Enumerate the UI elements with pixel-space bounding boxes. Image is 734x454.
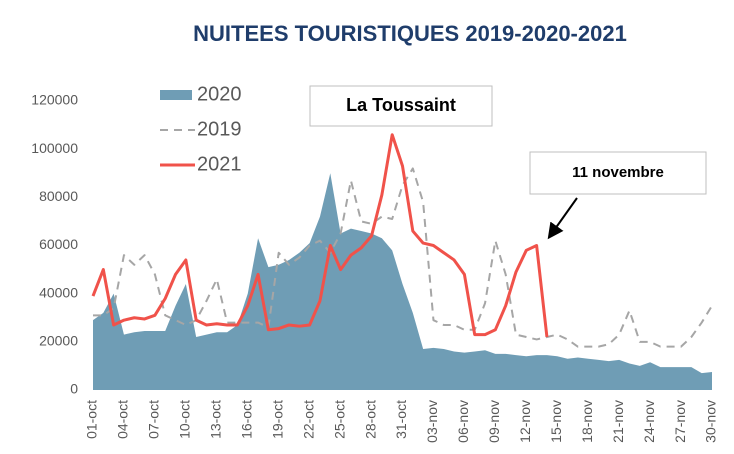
x-tick-label: 06-nov <box>455 400 471 443</box>
annotation: 11 novembre <box>572 164 664 181</box>
annotation-box <box>309 85 493 127</box>
legend-label: 2020 <box>197 83 242 105</box>
y-tick-label: 80000 <box>39 188 78 204</box>
x-tick-label: 31-oct <box>393 400 409 439</box>
x-tick-label: 18-nov <box>579 400 595 443</box>
y-tick-label: 40000 <box>39 284 78 300</box>
x-tick-label: 24-nov <box>641 400 657 443</box>
x-tick-label: 22-oct <box>300 400 316 439</box>
x-tick-label: 16-oct <box>238 400 254 439</box>
x-tick-label: 07-oct <box>146 400 162 439</box>
x-tick-label: 25-oct <box>331 400 347 439</box>
x-tick-label: 21-nov <box>610 400 626 443</box>
y-tick-label: 60000 <box>39 236 78 252</box>
x-tick-label: 04-oct <box>115 400 131 439</box>
x-tick-label: 09-nov <box>486 400 502 443</box>
x-tick-label: 03-nov <box>424 400 440 443</box>
legend-label: 2021 <box>197 153 242 175</box>
x-tick-label: 12-nov <box>517 400 533 443</box>
chart-title: NUITEES TOURISTIQUES 2019-2020-2021 <box>193 21 627 46</box>
x-tick-label: 15-nov <box>548 400 564 443</box>
annotation-arrow <box>547 197 578 240</box>
x-tick-label: 13-oct <box>208 400 224 439</box>
x-tick-label: 10-oct <box>177 400 193 439</box>
plot: 0 20000 40000 60000 80000 100000 120000 01-oct 0… <box>31 83 718 443</box>
area <box>93 173 712 390</box>
annotation-box <box>529 151 707 195</box>
x-tick-label: 28-oct <box>362 400 378 439</box>
legend-swatch <box>160 90 192 100</box>
annotation: La Toussaint <box>346 95 456 115</box>
y-tick-label: 120000 <box>31 92 78 108</box>
legend-label: 2019 <box>197 118 242 140</box>
x-tick-label: 01-oct <box>84 400 100 439</box>
line <box>91 133 549 338</box>
y-tick-label: 100000 <box>31 140 78 156</box>
y-tick-label: 20000 <box>39 333 78 349</box>
x-tick-label: 30-nov <box>703 400 719 443</box>
x-tick-label: 27-nov <box>672 400 688 443</box>
x-tick-label: 19-oct <box>269 400 285 439</box>
y-tick-label: 0 <box>70 381 78 397</box>
